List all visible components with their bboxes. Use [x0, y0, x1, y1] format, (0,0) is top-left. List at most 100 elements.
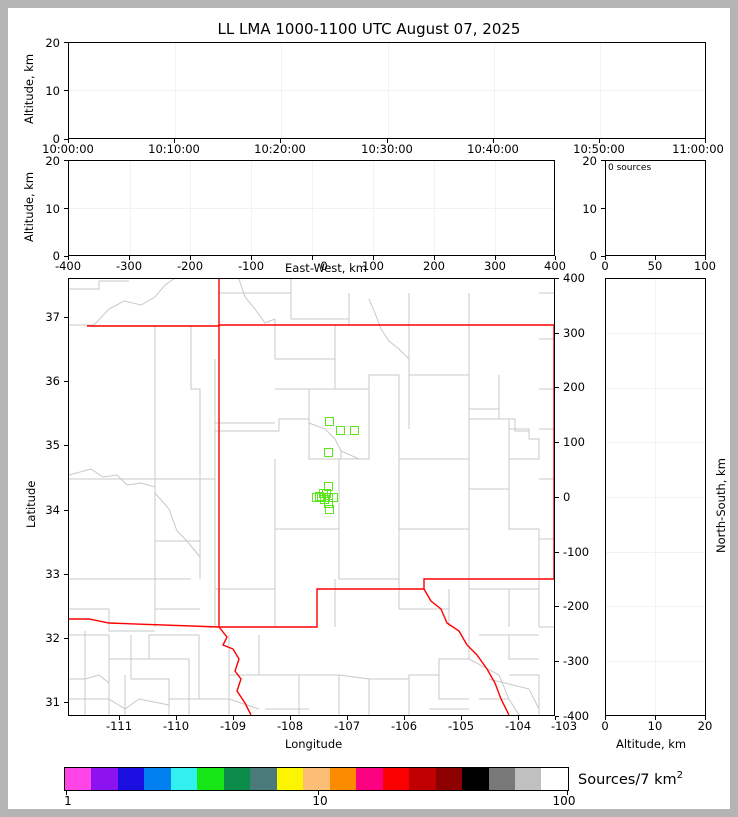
xtick-label: 10:00:00 — [42, 142, 94, 156]
colorbar-swatch — [91, 768, 118, 790]
xtick-label: 10:40:00 — [467, 142, 519, 156]
ytick-label: 0 — [589, 249, 597, 263]
panel-time-height — [68, 42, 706, 139]
axis-label-altitude-bottom: Altitude, km — [616, 737, 687, 751]
ytick-label: 20 — [45, 36, 60, 50]
tick — [461, 716, 462, 720]
colorbar-swatch — [250, 768, 277, 790]
tick — [64, 90, 68, 91]
colorbar-swatch — [170, 768, 198, 790]
tick — [64, 638, 68, 639]
colorbar-swatch — [65, 768, 92, 790]
tick — [290, 716, 291, 720]
tick — [555, 716, 559, 717]
gridline-v — [175, 43, 176, 138]
gridline-h — [69, 90, 705, 91]
gridline-v — [494, 43, 495, 138]
gridline-v — [373, 161, 374, 255]
gridline-v — [251, 161, 252, 255]
xtick-label: -400 — [54, 259, 82, 273]
source-marker — [335, 426, 345, 436]
gridline-v — [434, 161, 435, 255]
tick — [605, 256, 606, 260]
tick — [233, 716, 234, 720]
source-marker — [321, 489, 331, 499]
figure-title: LL LMA 1000-1100 UTC August 07, 2025 — [217, 20, 521, 38]
xtick-label: 200 — [423, 259, 445, 273]
xtick-label: -105 — [447, 719, 475, 733]
tick — [64, 574, 68, 575]
xtick-label: -103 — [550, 719, 578, 733]
tick — [555, 278, 559, 279]
ytick-label: 20 — [45, 154, 60, 168]
tick — [705, 716, 706, 720]
tick — [373, 256, 374, 260]
ytick-label: 34 — [45, 503, 60, 517]
source-marker — [325, 417, 335, 427]
tick — [555, 387, 559, 388]
gridline-v — [281, 43, 282, 138]
tick — [555, 606, 559, 607]
colorbar-swatch — [435, 768, 463, 790]
tick — [64, 208, 68, 209]
tick — [601, 208, 605, 209]
tick — [174, 139, 175, 143]
xtick-label: -106 — [390, 719, 418, 733]
colorbar-swatch — [329, 768, 357, 790]
xtick-label: 0 — [601, 259, 609, 273]
colorbar-swatch — [488, 768, 515, 790]
tick — [434, 256, 435, 260]
xtick-label: 20 — [697, 719, 713, 733]
tick — [705, 139, 706, 143]
colorbar-title-text: Sources/7 km — [578, 771, 677, 788]
ytick-label: 33 — [45, 567, 60, 581]
panel-plan-view-map[interactable] — [68, 278, 555, 716]
tick — [555, 552, 559, 553]
gridline-h — [69, 208, 554, 209]
xtick-label: 400 — [544, 259, 566, 273]
tick — [312, 256, 313, 260]
gridline-h — [606, 442, 705, 443]
colorbar-title-exponent: 2 — [676, 770, 684, 781]
ns-tick-label: 300 — [563, 326, 585, 340]
source-marker — [329, 492, 339, 502]
gridline-v — [495, 161, 496, 255]
ytick-label: 10 — [45, 84, 60, 98]
tick — [655, 716, 656, 720]
colorbar-swatch — [382, 768, 410, 790]
xtick-label: -200 — [176, 259, 204, 273]
xtick-label: 0 — [320, 259, 328, 273]
figure-canvas: LL LMA 1000-1100 UTC August 07, 2025 0 1… — [8, 8, 730, 809]
axis-label-latitude: Latitude — [24, 480, 38, 528]
colorbar-swatch — [462, 768, 489, 790]
source-count-annotation: 0 sources — [608, 163, 652, 173]
ns-tick-label: -300 — [563, 654, 590, 668]
tick — [555, 333, 559, 334]
tick — [518, 716, 519, 720]
xtick-label: -111 — [105, 719, 133, 733]
xtick-label: -109 — [219, 719, 247, 733]
colorbar-swatch — [303, 768, 330, 790]
source-marker — [314, 491, 324, 501]
tick — [176, 716, 177, 720]
xtick-label: 11:00:00 — [672, 142, 724, 156]
tick — [555, 497, 559, 498]
tick — [555, 256, 556, 260]
panel-northsouth-altitude — [605, 278, 706, 716]
colorbar-tick — [567, 791, 568, 795]
colorbar[interactable] — [64, 767, 569, 791]
axis-label-altitude: Altitude, km — [22, 53, 36, 124]
ytick-label: 35 — [45, 438, 60, 452]
tick — [64, 702, 68, 703]
xtick-label: 300 — [484, 259, 506, 273]
colorbar-swatch — [144, 768, 171, 790]
tick — [493, 139, 494, 143]
gridline-h — [606, 552, 705, 553]
gridline-h — [606, 497, 705, 498]
colorbar-swatch — [409, 768, 436, 790]
map-boundaries — [69, 279, 554, 715]
colorbar-swatch — [356, 768, 383, 790]
ns-tick-label: -200 — [563, 599, 590, 613]
tick — [555, 716, 556, 720]
xtick-label: -107 — [333, 719, 361, 733]
